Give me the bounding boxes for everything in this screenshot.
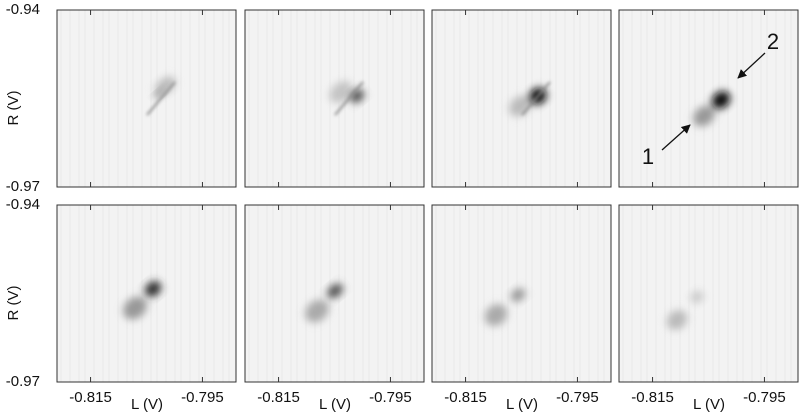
signal-blob <box>690 290 704 304</box>
x-tick-label: -0.815 <box>631 389 674 406</box>
y-axis-label: R (V) <box>5 286 22 321</box>
annotation: 2 <box>767 29 779 54</box>
signal-blob <box>693 105 715 127</box>
x-axis-label: L (V) <box>131 396 163 413</box>
signal-blob <box>510 288 526 302</box>
signal-blob <box>123 296 147 320</box>
panel-background <box>619 205 798 382</box>
y-tick-label: -0.97 <box>6 178 40 195</box>
panel-frame <box>244 9 425 188</box>
signal-blob <box>327 283 343 299</box>
x-axis-label: L (V) <box>506 396 538 413</box>
signal-blob <box>666 310 688 330</box>
arrow <box>661 124 691 151</box>
panel-frame <box>56 9 237 188</box>
panel-frame <box>244 204 425 383</box>
panel-frame <box>431 204 612 383</box>
arrow <box>737 52 766 79</box>
y-tick-label: -0.94 <box>6 1 40 18</box>
signal-line <box>146 81 176 116</box>
x-axis-label: L (V) <box>693 396 725 413</box>
x-axis-label: L (V) <box>319 396 351 413</box>
signal-blob <box>154 89 164 99</box>
x-tick-label: -0.815 <box>444 389 487 406</box>
y-tick-label: -0.97 <box>6 373 40 390</box>
signal-blob <box>144 281 162 297</box>
x-tick-label: -0.795 <box>181 389 224 406</box>
x-tick-label: -0.795 <box>743 389 786 406</box>
panel-background <box>57 10 236 187</box>
signal-blob <box>305 299 329 323</box>
x-tick-label: -0.795 <box>556 389 599 406</box>
panel-frame <box>431 9 612 188</box>
signal-line <box>334 81 364 116</box>
panel-frame <box>56 204 237 383</box>
y-tick-label: -0.94 <box>6 196 40 213</box>
signal-line <box>521 81 551 116</box>
y-axis-label: R (V) <box>5 91 22 126</box>
signal-blob <box>329 81 353 103</box>
signal-blob <box>711 91 731 109</box>
signal-blob <box>484 304 508 326</box>
panel-background <box>619 10 798 187</box>
panel-frame <box>618 204 799 383</box>
annotation-arrows <box>661 52 766 151</box>
x-tick-label: -0.815 <box>69 389 112 406</box>
x-tick-label: -0.795 <box>369 389 412 406</box>
annotation: 1 <box>642 144 654 169</box>
x-tick-label: -0.815 <box>257 389 300 406</box>
panel-frame <box>618 9 799 188</box>
